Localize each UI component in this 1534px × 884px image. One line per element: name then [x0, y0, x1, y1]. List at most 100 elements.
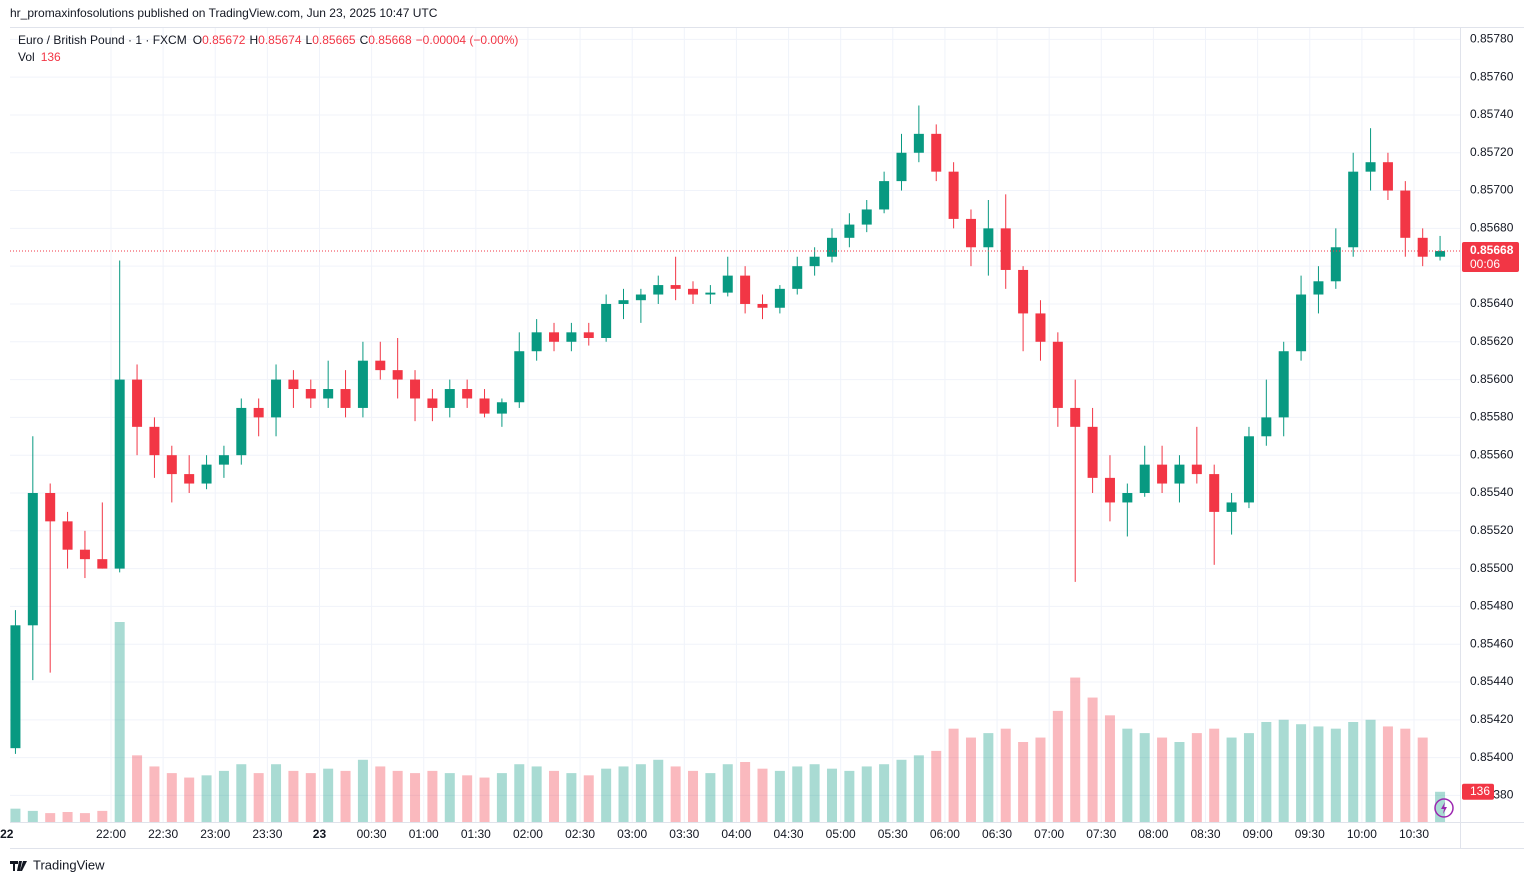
volume-bar	[27, 810, 38, 822]
candle-body	[1052, 341, 1063, 408]
legend-change: −0.00004 (−0.00%)	[416, 33, 519, 47]
x-tick-label: 22:00	[96, 827, 126, 841]
legend-low-label: L	[306, 33, 313, 47]
candle-body	[722, 275, 733, 293]
candle-body	[1365, 162, 1376, 172]
candle-body	[1278, 351, 1289, 418]
y-tick-label: 0.85640	[1470, 296, 1514, 310]
legend-symbol: Euro / British Pound · 1 · FXCM	[18, 33, 187, 47]
volume-bar	[79, 813, 90, 822]
candle-body	[340, 389, 351, 408]
brand-name: TradingView	[33, 857, 105, 872]
candle-body	[965, 218, 976, 248]
y-tick-label: 0.85720	[1470, 145, 1514, 159]
volume-bar	[792, 766, 803, 822]
candle-body	[1296, 294, 1307, 352]
candle-body	[1191, 464, 1202, 475]
volume-bar	[601, 768, 612, 822]
candle-body	[514, 351, 525, 403]
volume-bar	[653, 759, 664, 822]
candle-body	[931, 133, 942, 172]
candle-body	[1226, 502, 1237, 512]
volume-value-label: 136	[1470, 784, 1490, 798]
candle-body	[27, 492, 38, 626]
volume-bar	[844, 770, 855, 822]
candle-body	[983, 228, 994, 248]
legend-high-label: H	[249, 33, 258, 47]
y-tick-label: 0.85780	[1470, 32, 1514, 46]
volume-bar	[218, 770, 229, 822]
volume-bar	[375, 766, 386, 822]
candle-body	[1174, 464, 1185, 484]
volume-bar	[1191, 733, 1202, 822]
candle-body	[184, 474, 195, 484]
volume-bar	[670, 766, 681, 822]
legend-open-label: O	[193, 33, 202, 47]
legend-open: 0.85672	[202, 33, 246, 47]
candle-body	[1139, 464, 1150, 493]
candle-body	[670, 285, 681, 289]
x-tick-label: 08:00	[1138, 827, 1168, 841]
volume-bar	[983, 733, 994, 822]
volume-bar	[583, 775, 594, 822]
x-tick-label: 10:00	[1347, 827, 1377, 841]
volume-legend-label: Vol	[18, 50, 35, 64]
volume-bar	[566, 773, 577, 822]
volume-bar	[722, 764, 733, 822]
y-tick-label: 0.85400	[1470, 750, 1514, 764]
candle-body	[1417, 237, 1428, 257]
volume-bar	[1313, 726, 1324, 822]
y-tick-label: 0.85740	[1470, 107, 1514, 121]
x-tick-label: 09:00	[1243, 827, 1273, 841]
candle-body	[375, 360, 386, 371]
candle-body	[861, 209, 872, 225]
x-tick-label: 23:00	[200, 827, 230, 841]
candle-body	[566, 332, 577, 342]
y-tick-label: 0.85420	[1470, 712, 1514, 726]
volume-bar	[340, 770, 351, 822]
candle-body	[479, 398, 490, 414]
candle-body	[844, 224, 855, 238]
volume-bar	[323, 768, 334, 822]
last-price-box	[1462, 242, 1519, 273]
candle-body	[879, 181, 890, 210]
volume-bar	[288, 770, 299, 822]
candle-body	[913, 133, 924, 153]
volume-bar	[10, 808, 21, 822]
volume-bar	[688, 770, 699, 822]
volume-bar	[1035, 737, 1046, 822]
candle-body	[218, 455, 229, 465]
grid	[10, 28, 1460, 822]
candle-body	[1348, 171, 1359, 248]
volume-bar	[913, 755, 924, 822]
candle-body	[1261, 417, 1272, 437]
candle-body	[166, 455, 177, 475]
candle-body	[288, 379, 299, 390]
candle-body	[792, 266, 803, 289]
volume-bar	[236, 764, 247, 822]
candle-body	[549, 332, 560, 342]
candle-body	[253, 407, 264, 418]
candle-body	[1104, 477, 1115, 503]
volume-bar	[1382, 726, 1393, 822]
x-tick-label: 01:30	[461, 827, 491, 841]
candle-body	[271, 379, 282, 418]
volume-bar	[462, 775, 473, 822]
candle-body	[462, 389, 473, 399]
candle-body	[653, 285, 664, 295]
y-tick-label: 0.85560	[1470, 447, 1514, 461]
candle-body	[948, 171, 959, 219]
volume-bar	[618, 766, 629, 822]
candle-body	[1382, 162, 1393, 191]
alert-circle[interactable]	[1434, 798, 1454, 818]
publisher-title: hr_promaxinfosolutions published on Trad…	[10, 6, 438, 20]
candle-body	[1000, 228, 1011, 270]
volume-bar	[305, 773, 316, 822]
volume-bar	[253, 773, 264, 822]
alert-bolt[interactable]	[1441, 802, 1447, 814]
alert-icon[interactable]	[1434, 798, 1454, 818]
volume-bar	[1330, 728, 1341, 822]
x-tick-label: 06:00	[930, 827, 960, 841]
volume-bar	[149, 766, 160, 822]
volume-bar	[705, 773, 716, 822]
